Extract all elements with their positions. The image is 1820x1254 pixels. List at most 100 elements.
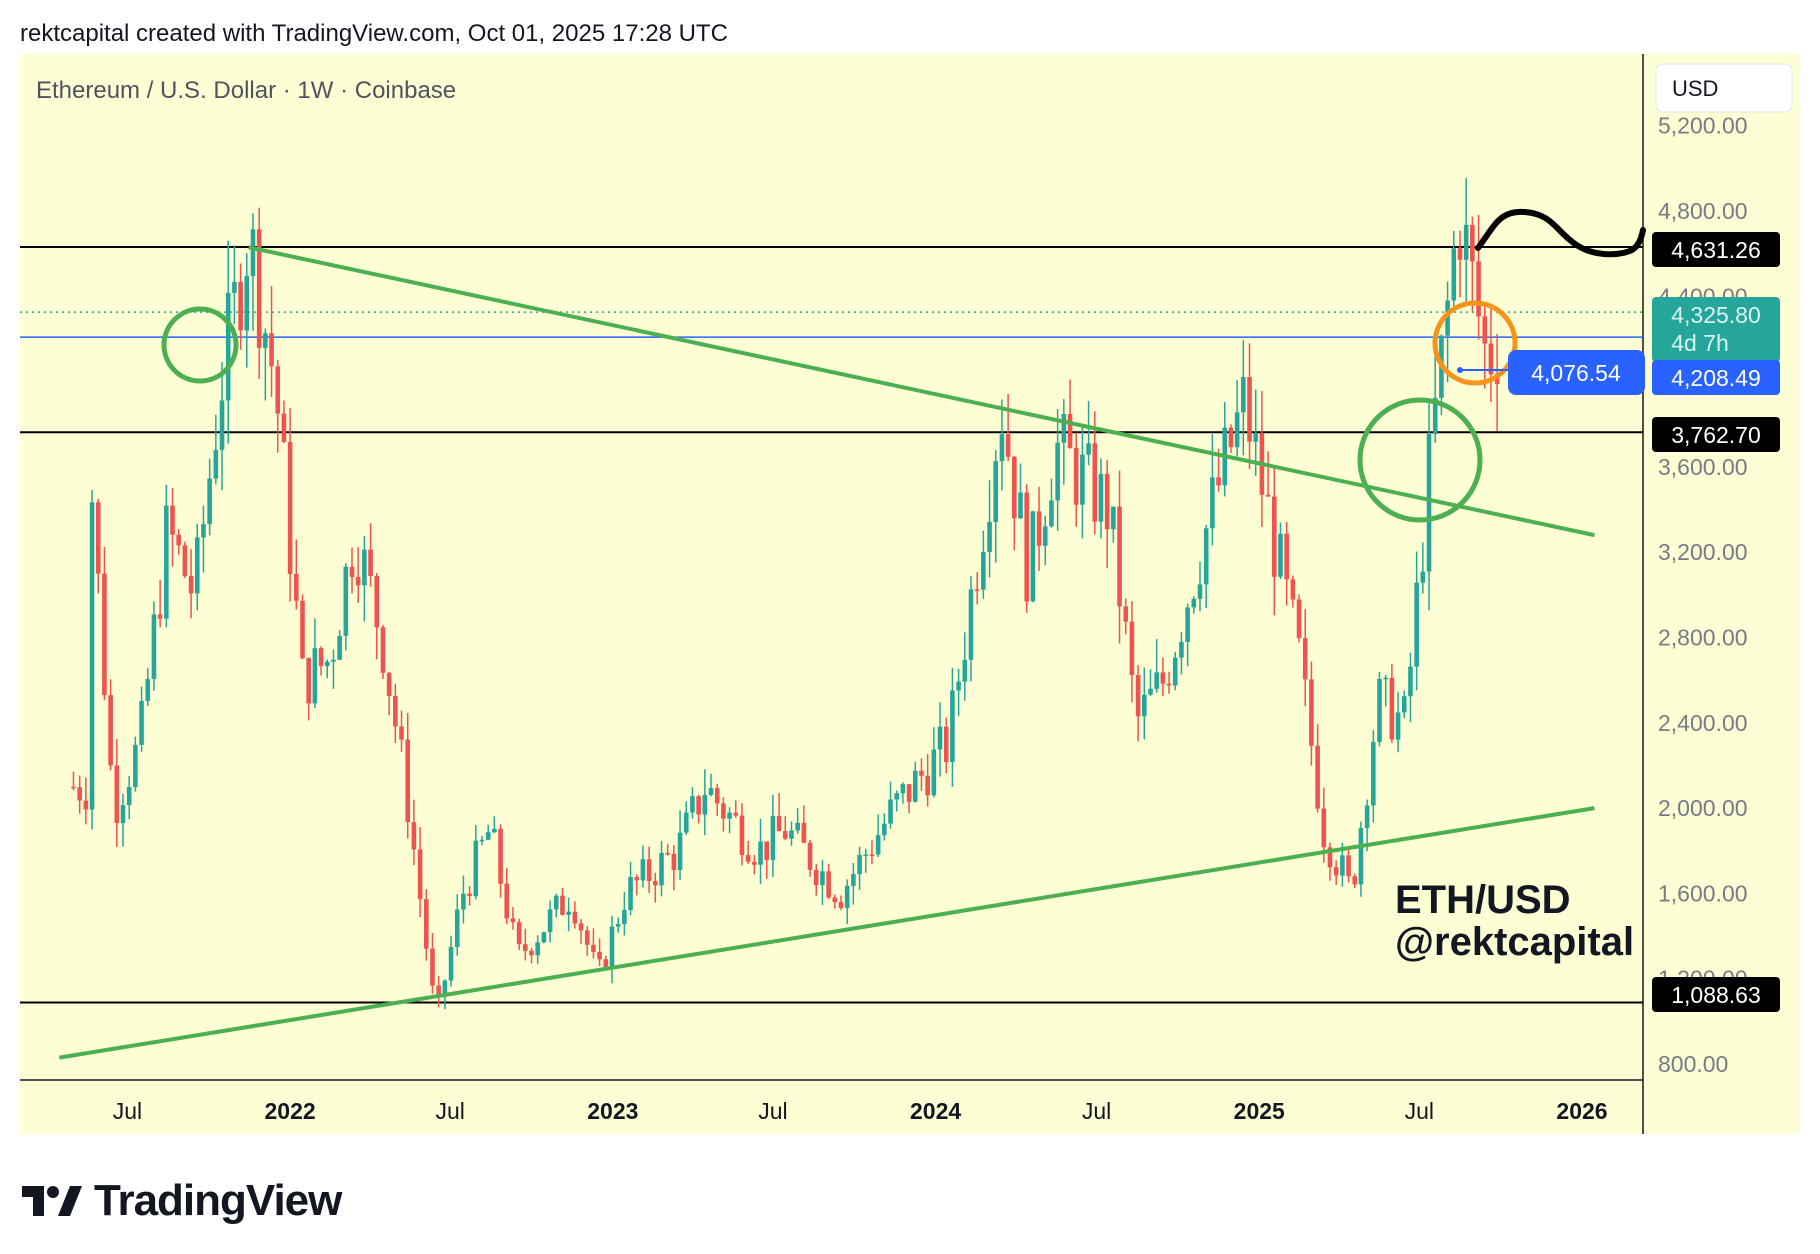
candle-body	[194, 537, 200, 594]
candle-body	[974, 589, 980, 591]
candle-body	[164, 505, 169, 619]
candle-body	[851, 874, 856, 886]
candle-body	[968, 589, 974, 660]
candle-body	[1148, 688, 1153, 695]
candle-body	[287, 441, 293, 574]
candle-body	[1166, 683, 1172, 686]
candle-body	[943, 726, 949, 763]
candle-body	[380, 627, 386, 673]
currency-button[interactable]	[1655, 63, 1793, 113]
support-mid-price-tag-label: 3,762.70	[1671, 422, 1761, 448]
candle-body	[120, 805, 126, 824]
candle-body	[349, 566, 355, 577]
candle-body	[77, 787, 82, 801]
candle-body	[461, 893, 466, 910]
candle-body	[894, 793, 900, 800]
price-axis-tags: 4,631.26 4,325.80 4d 7h 4,208.49 3,762.7…	[1652, 232, 1780, 1012]
candle-body	[1271, 496, 1277, 577]
y-tick-label: 2,400.00	[1658, 710, 1748, 736]
candle-body	[1086, 443, 1091, 455]
candle-body	[1296, 599, 1302, 639]
candle-body	[473, 840, 479, 897]
candle-body	[912, 770, 918, 802]
candle-body	[1210, 477, 1215, 529]
candle-body	[875, 835, 881, 855]
bar-countdown: 4d 7h	[1671, 330, 1729, 356]
candle-body	[504, 883, 510, 919]
candle-body	[659, 852, 664, 886]
candle-body	[516, 922, 522, 945]
candle-body	[1036, 511, 1042, 546]
candle-body	[950, 690, 955, 763]
x-tick-label: Jul	[435, 1098, 464, 1124]
measure-tag[interactable]	[1508, 350, 1645, 395]
candle-body	[1228, 427, 1234, 448]
candle-body	[126, 787, 132, 806]
candle-body	[776, 815, 782, 832]
candle-body	[1055, 442, 1060, 501]
candle-body	[1135, 675, 1141, 717]
candle-body	[417, 849, 423, 900]
candle-body	[1067, 414, 1073, 449]
candle-body	[566, 911, 571, 915]
candle-body	[578, 923, 584, 931]
candle-body	[281, 413, 287, 442]
candle-body	[1451, 248, 1457, 301]
green-circle-annotation-left	[161, 306, 239, 384]
candle-body	[677, 832, 683, 871]
candle-body	[745, 855, 751, 862]
y-tick-label: 2,000.00	[1658, 795, 1748, 821]
measure-dot	[1457, 367, 1463, 373]
tradingview-logo-icon	[22, 1186, 82, 1216]
candle-body	[368, 549, 373, 577]
candle-body	[201, 524, 206, 538]
candle-body	[752, 861, 757, 865]
support-mid-price-tag	[1652, 417, 1780, 452]
candle-body	[1024, 492, 1029, 602]
candle-body	[102, 573, 107, 696]
candle-body	[1358, 828, 1364, 885]
candle-body	[1203, 528, 1209, 585]
candle-body	[925, 775, 930, 796]
candle-body	[1302, 638, 1308, 680]
candle-body	[275, 366, 281, 414]
candle-body	[857, 854, 862, 875]
candle-body	[1111, 506, 1116, 530]
x-tick-label: 2023	[587, 1098, 638, 1124]
candle-body	[1092, 443, 1098, 522]
candle-body	[114, 765, 120, 824]
last-price-tag	[1652, 297, 1780, 362]
candle-body	[1333, 867, 1339, 876]
currency-button-label: USD	[1672, 76, 1718, 101]
y-tick-label: 3,600.00	[1658, 454, 1748, 480]
time-axis[interactable]: Jul 2022 Jul 2023 Jul 2024 Jul 2025 Jul 2026	[113, 1098, 1608, 1124]
tradingview-logo[interactable]: TradingView	[22, 1176, 342, 1226]
candle-body	[597, 951, 602, 960]
candle-body	[374, 576, 380, 628]
candle-body	[572, 911, 578, 924]
candle-body	[1234, 412, 1240, 448]
candle-body	[832, 897, 838, 903]
candle-body	[690, 796, 695, 813]
candle-body	[1179, 641, 1184, 658]
plot-background	[20, 54, 1800, 1134]
candle-body	[863, 854, 869, 856]
candle-body	[1383, 677, 1388, 680]
candle-body	[931, 749, 937, 796]
candle-body	[139, 700, 144, 745]
candle-body	[145, 679, 151, 701]
candle-body	[869, 854, 875, 856]
candle-body	[1104, 473, 1110, 530]
candle-body	[219, 400, 225, 450]
candle-body	[510, 918, 516, 923]
candle-body	[498, 828, 503, 884]
last-price-tag-label: 4,325.80	[1671, 302, 1761, 328]
candle-body	[256, 229, 262, 348]
green-circle-annotation-right	[1357, 397, 1483, 523]
candle-body	[225, 292, 231, 401]
candle-body	[1482, 316, 1488, 344]
candle-body	[721, 803, 726, 819]
candle-body	[1216, 477, 1221, 486]
candle-body	[653, 880, 658, 886]
